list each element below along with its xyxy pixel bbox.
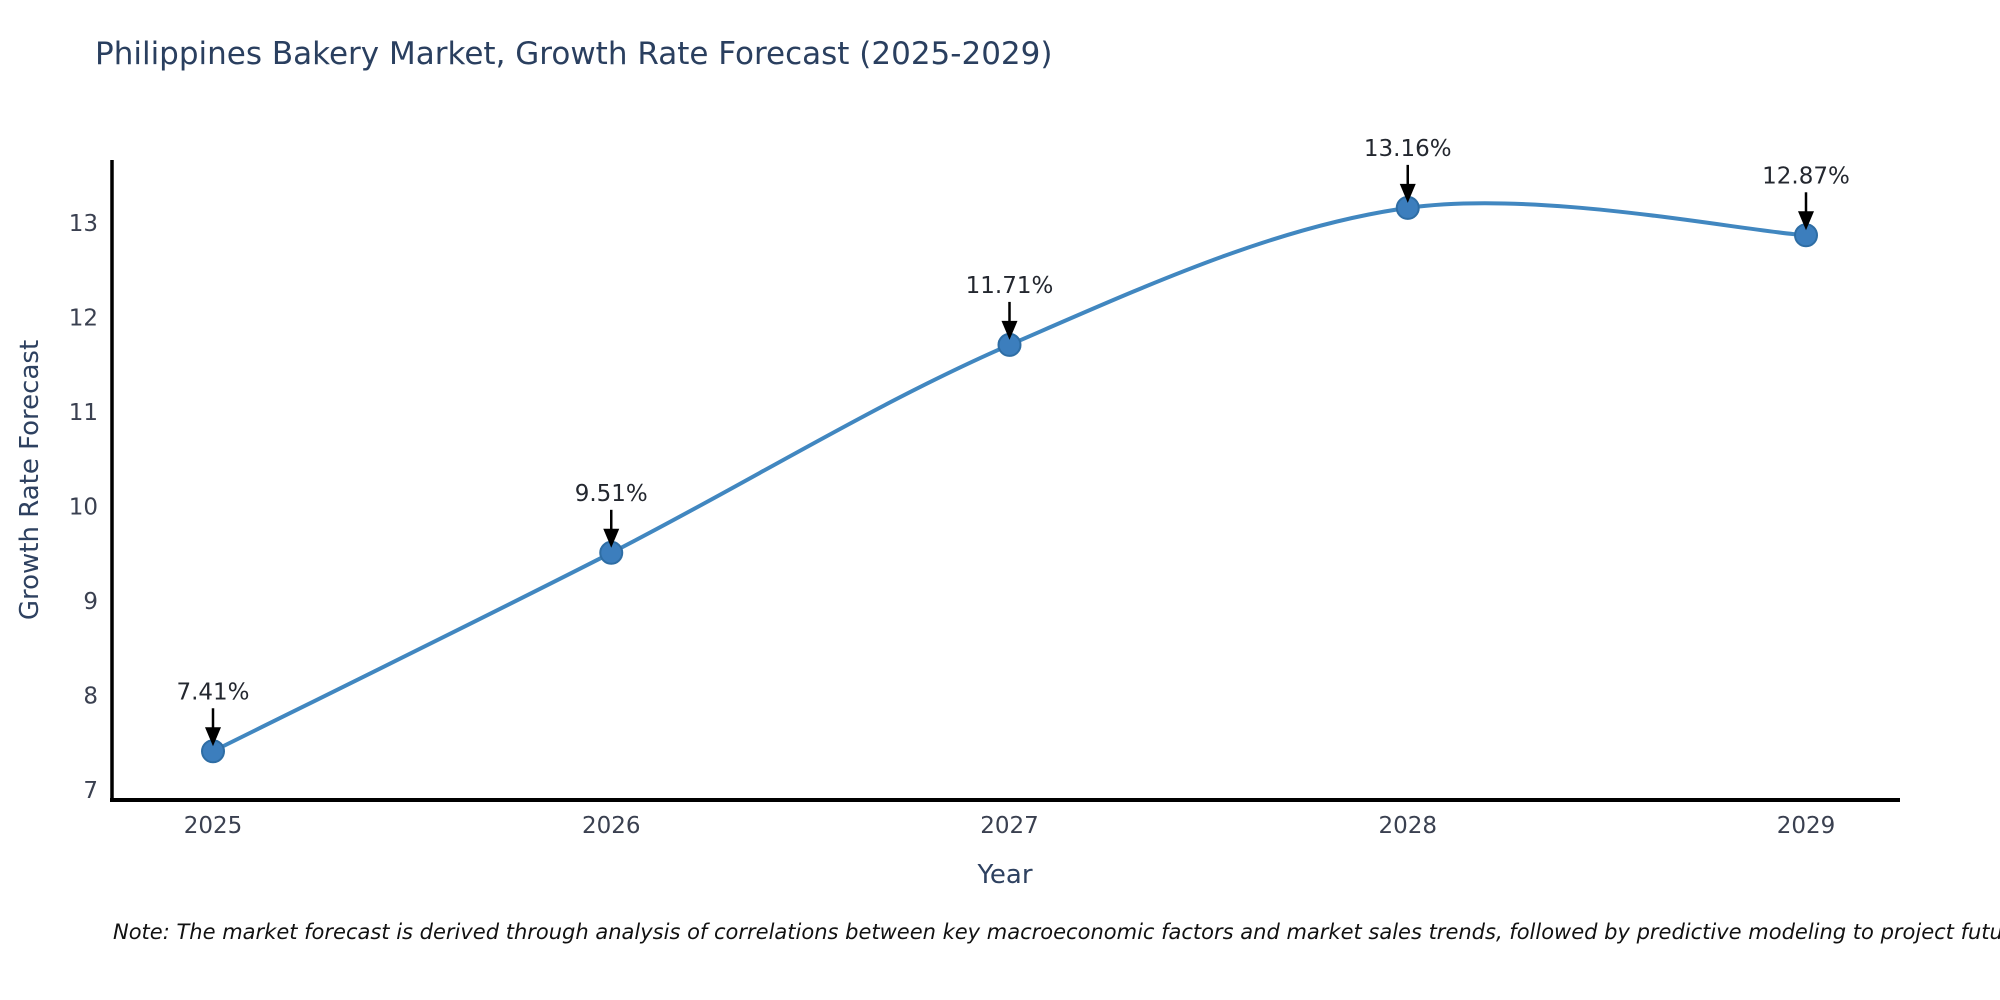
x-tick-label: 2026 (582, 813, 641, 839)
y-tick-label: 12 (69, 306, 98, 332)
annotation-label: 9.51% (575, 481, 648, 507)
x-tick-label: 2025 (184, 813, 243, 839)
annotation-arrowhead (1798, 211, 1814, 231)
annotation-label: 7.41% (176, 679, 249, 705)
footnote: Note: The market forecast is derived thr… (113, 920, 2000, 944)
y-tick-label: 11 (69, 400, 98, 426)
chart-title: Philippines Bakery Market, Growth Rate F… (95, 36, 1053, 72)
annotation-arrowhead (603, 528, 620, 548)
annotation-arrowhead (205, 727, 221, 747)
x-axis-title: Year (977, 860, 1033, 890)
x-tick-label: 2027 (980, 813, 1039, 839)
annotation-arrowhead (1001, 320, 1018, 340)
x-tick-label: 2028 (1378, 813, 1437, 839)
y-axis-title: Growth Rate Forecast (15, 339, 45, 621)
annotation-label: 12.87% (1762, 163, 1850, 189)
x-tick-label: 2029 (1777, 813, 1836, 839)
y-tick-label: 8 (83, 684, 98, 710)
annotation-label: 11.71% (966, 273, 1054, 299)
y-tick-label: 9 (83, 589, 98, 615)
annotation-arrowhead (1399, 183, 1416, 203)
y-tick-label: 7 (83, 778, 98, 804)
y-tick-label: 10 (69, 495, 98, 521)
annotation-label: 13.16% (1364, 136, 1452, 162)
y-tick-label: 13 (69, 211, 98, 237)
